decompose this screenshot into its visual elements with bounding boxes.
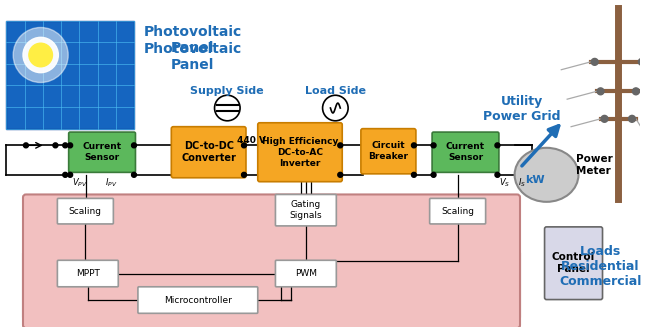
- Circle shape: [411, 172, 417, 177]
- Text: PWM: PWM: [295, 269, 317, 278]
- Text: Power
Meter: Power Meter: [576, 154, 613, 176]
- FancyBboxPatch shape: [276, 194, 336, 226]
- Ellipse shape: [515, 148, 578, 202]
- Circle shape: [592, 58, 598, 65]
- Text: $I_{PV}$: $I_{PV}$: [105, 177, 118, 189]
- Text: High Efficiency
DC-to-AC
Inverter: High Efficiency DC-to-AC Inverter: [262, 137, 338, 168]
- Text: Scaling: Scaling: [69, 207, 102, 216]
- Circle shape: [242, 143, 246, 148]
- Circle shape: [131, 143, 136, 148]
- Text: $V_{PV}$: $V_{PV}$: [72, 177, 88, 189]
- Text: 440 V: 440 V: [237, 136, 266, 145]
- Circle shape: [68, 143, 73, 148]
- FancyBboxPatch shape: [138, 287, 258, 313]
- Circle shape: [431, 143, 436, 148]
- FancyBboxPatch shape: [69, 132, 135, 172]
- Circle shape: [131, 172, 136, 177]
- Circle shape: [632, 88, 640, 95]
- Circle shape: [53, 143, 58, 148]
- FancyBboxPatch shape: [432, 132, 499, 172]
- FancyBboxPatch shape: [258, 123, 343, 182]
- Text: Control
Panel: Control Panel: [552, 252, 595, 274]
- FancyBboxPatch shape: [361, 129, 416, 174]
- Circle shape: [29, 43, 53, 67]
- Circle shape: [242, 172, 246, 177]
- Text: Microcontroller: Microcontroller: [164, 296, 232, 305]
- Text: MPPT: MPPT: [76, 269, 99, 278]
- Text: kW: kW: [525, 175, 545, 185]
- FancyBboxPatch shape: [57, 198, 113, 224]
- Text: $I_S$: $I_S$: [518, 177, 526, 189]
- Circle shape: [68, 172, 73, 177]
- Text: DC-to-DC
Converter: DC-to-DC Converter: [181, 141, 236, 163]
- Text: Photovoltaic
Panel: Photovoltaic Panel: [144, 25, 242, 55]
- Text: $V_S$: $V_S$: [499, 177, 510, 189]
- Circle shape: [495, 143, 500, 148]
- Text: Current
Sensor: Current Sensor: [83, 142, 122, 162]
- Circle shape: [214, 95, 240, 121]
- Text: Scaling: Scaling: [441, 207, 474, 216]
- Text: Loads
Residential
Commercial: Loads Residential Commercial: [560, 245, 642, 288]
- Circle shape: [638, 58, 645, 65]
- FancyBboxPatch shape: [23, 250, 520, 320]
- Circle shape: [495, 172, 500, 177]
- Circle shape: [63, 143, 68, 148]
- Circle shape: [597, 88, 604, 95]
- Circle shape: [23, 37, 58, 73]
- Text: Photovoltaic
Panel: Photovoltaic Panel: [144, 42, 242, 72]
- FancyBboxPatch shape: [276, 260, 336, 287]
- Text: Supply Side: Supply Side: [190, 86, 264, 96]
- Text: Gating
Signals: Gating Signals: [289, 200, 322, 220]
- Text: Current
Sensor: Current Sensor: [446, 142, 485, 162]
- Circle shape: [601, 115, 608, 122]
- Circle shape: [338, 172, 343, 177]
- FancyBboxPatch shape: [545, 227, 603, 300]
- FancyBboxPatch shape: [57, 260, 118, 287]
- Circle shape: [411, 143, 417, 148]
- Circle shape: [322, 95, 348, 121]
- Text: Utility
Power Grid: Utility Power Grid: [483, 95, 561, 123]
- FancyBboxPatch shape: [430, 198, 486, 224]
- Text: Circuit
Breaker: Circuit Breaker: [369, 141, 408, 161]
- Circle shape: [23, 143, 29, 148]
- Text: Load Side: Load Side: [305, 86, 366, 96]
- Circle shape: [629, 115, 636, 122]
- Circle shape: [13, 27, 68, 82]
- Circle shape: [63, 172, 68, 177]
- Circle shape: [431, 172, 436, 177]
- Bar: [6, 20, 134, 129]
- FancyBboxPatch shape: [23, 194, 520, 328]
- Circle shape: [338, 143, 343, 148]
- FancyBboxPatch shape: [172, 127, 246, 178]
